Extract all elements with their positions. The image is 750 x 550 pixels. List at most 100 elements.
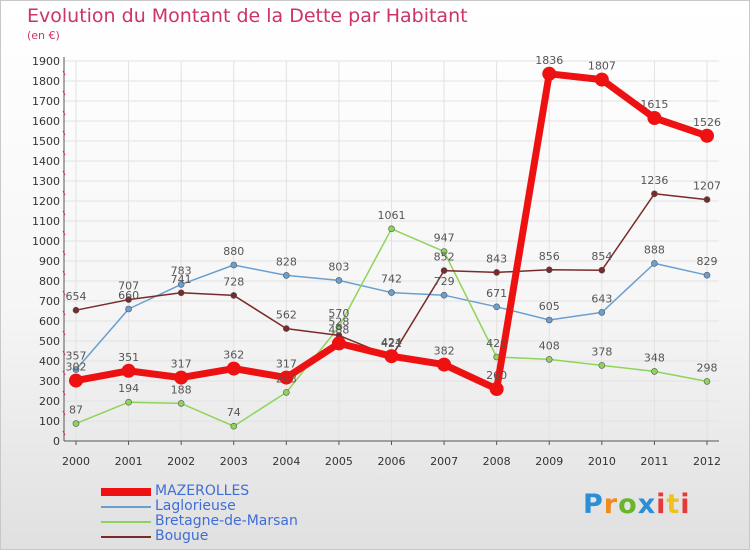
data-point — [230, 261, 238, 269]
y-tick-label: 100 — [39, 415, 60, 428]
data-point — [493, 303, 500, 311]
data-label: 707 — [118, 280, 139, 293]
data-point — [493, 269, 500, 276]
data-point — [69, 373, 83, 388]
data-point — [177, 400, 185, 407]
data-point — [440, 248, 448, 255]
data-label: 671 — [486, 287, 507, 300]
data-point — [72, 306, 80, 314]
y-tick-label: 1300 — [32, 175, 60, 188]
data-label: 643 — [591, 292, 612, 305]
data-label: 528 — [328, 315, 349, 328]
x-tick-label: 2004 — [272, 455, 300, 468]
data-point — [335, 277, 343, 284]
data-label: 260 — [486, 369, 507, 382]
data-point — [230, 422, 238, 430]
data-label: 660 — [118, 289, 139, 302]
data-point — [651, 190, 658, 198]
data-point — [647, 111, 662, 125]
data-point — [335, 323, 343, 331]
y-tick-label: 900 — [39, 255, 60, 268]
data-point — [388, 289, 395, 296]
data-point — [594, 72, 609, 87]
axis-mark — [62, 290, 66, 296]
legend-label: Bougue — [155, 528, 209, 544]
data-label: 605 — [539, 300, 560, 313]
proxiti-logo: Proxiti — [583, 489, 691, 520]
data-point — [598, 309, 606, 316]
data-point — [125, 398, 132, 406]
axis-mark — [62, 230, 66, 236]
data-point — [489, 382, 504, 396]
data-label: 1207 — [693, 180, 721, 193]
data-label: 1836 — [535, 54, 563, 67]
data-point — [542, 66, 557, 81]
data-point — [651, 260, 658, 267]
data-point — [545, 266, 553, 274]
data-label: 243 — [276, 372, 297, 385]
data-point — [437, 357, 452, 372]
y-tick-label: 1000 — [32, 235, 60, 248]
axis-mark — [62, 250, 66, 256]
axis-mark — [62, 390, 66, 396]
y-tick-label: 1600 — [32, 115, 60, 128]
chart-title: Evolution du Montant de la Dette par Hab… — [27, 5, 468, 27]
data-label: 298 — [697, 361, 718, 374]
data-label: 421 — [381, 337, 402, 350]
data-point — [72, 420, 80, 427]
axes: 0 100 200 300 400 500 600 700 800 900 1000 1100 1200… — [32, 55, 721, 468]
y-tick-label: 1900 — [32, 55, 60, 68]
data-point — [545, 356, 553, 363]
x-tick-label: 2008 — [483, 455, 511, 468]
y-tick-label: 700 — [39, 295, 60, 308]
axis-mark — [62, 330, 66, 336]
data-label: 728 — [223, 275, 244, 288]
data-label: 194 — [118, 382, 139, 395]
data-label: 348 — [644, 351, 665, 364]
legend-swatch — [101, 521, 151, 523]
axis-mark — [62, 70, 66, 76]
data-label: 424 — [381, 336, 402, 349]
data-point — [440, 267, 448, 274]
data-point — [279, 370, 294, 385]
data-label: 828 — [276, 255, 297, 268]
series-lines — [69, 66, 714, 430]
data-point — [125, 305, 132, 313]
x-tick-label: 2010 — [588, 455, 616, 468]
axis-mark — [62, 410, 66, 416]
data-point — [384, 349, 399, 364]
data-label: 852 — [434, 251, 455, 264]
data-label: 317 — [171, 358, 192, 371]
data-label: 783 — [171, 264, 192, 277]
data-label: 317 — [276, 358, 297, 371]
legend-swatch — [101, 536, 151, 538]
x-tick-label: 2012 — [693, 455, 721, 468]
y-tick-label: 300 — [39, 375, 60, 388]
data-label: 570 — [328, 307, 349, 320]
data-point — [125, 296, 132, 303]
y-tick-label: 1200 — [32, 195, 60, 208]
y-tick-label: 1100 — [32, 215, 60, 228]
data-point — [598, 266, 606, 274]
data-label: 1526 — [693, 116, 721, 129]
data-label: 1236 — [640, 174, 668, 187]
x-tick-label: 2002 — [167, 455, 195, 468]
data-point — [177, 281, 185, 288]
axis-mark — [62, 130, 66, 136]
data-point — [440, 291, 448, 299]
data-label: 74 — [227, 406, 241, 419]
data-label: 854 — [591, 250, 612, 263]
y-tick-label: 0 — [53, 435, 60, 448]
data-label: 741 — [171, 273, 192, 286]
y-tick-label: 1400 — [32, 155, 60, 168]
axis-mark — [62, 350, 66, 356]
data-labels: 302 351 317 362 317 488 424 382 260 1836 1807 1615 1… — [66, 54, 722, 419]
data-label: 378 — [591, 345, 612, 358]
data-label: 87 — [69, 404, 83, 417]
axis-mark — [62, 310, 66, 316]
grid — [64, 60, 719, 442]
y-tick-label: 200 — [39, 395, 60, 408]
legend-swatch — [101, 506, 151, 508]
y-tick-label: 800 — [39, 275, 60, 288]
data-label: 654 — [66, 290, 87, 303]
